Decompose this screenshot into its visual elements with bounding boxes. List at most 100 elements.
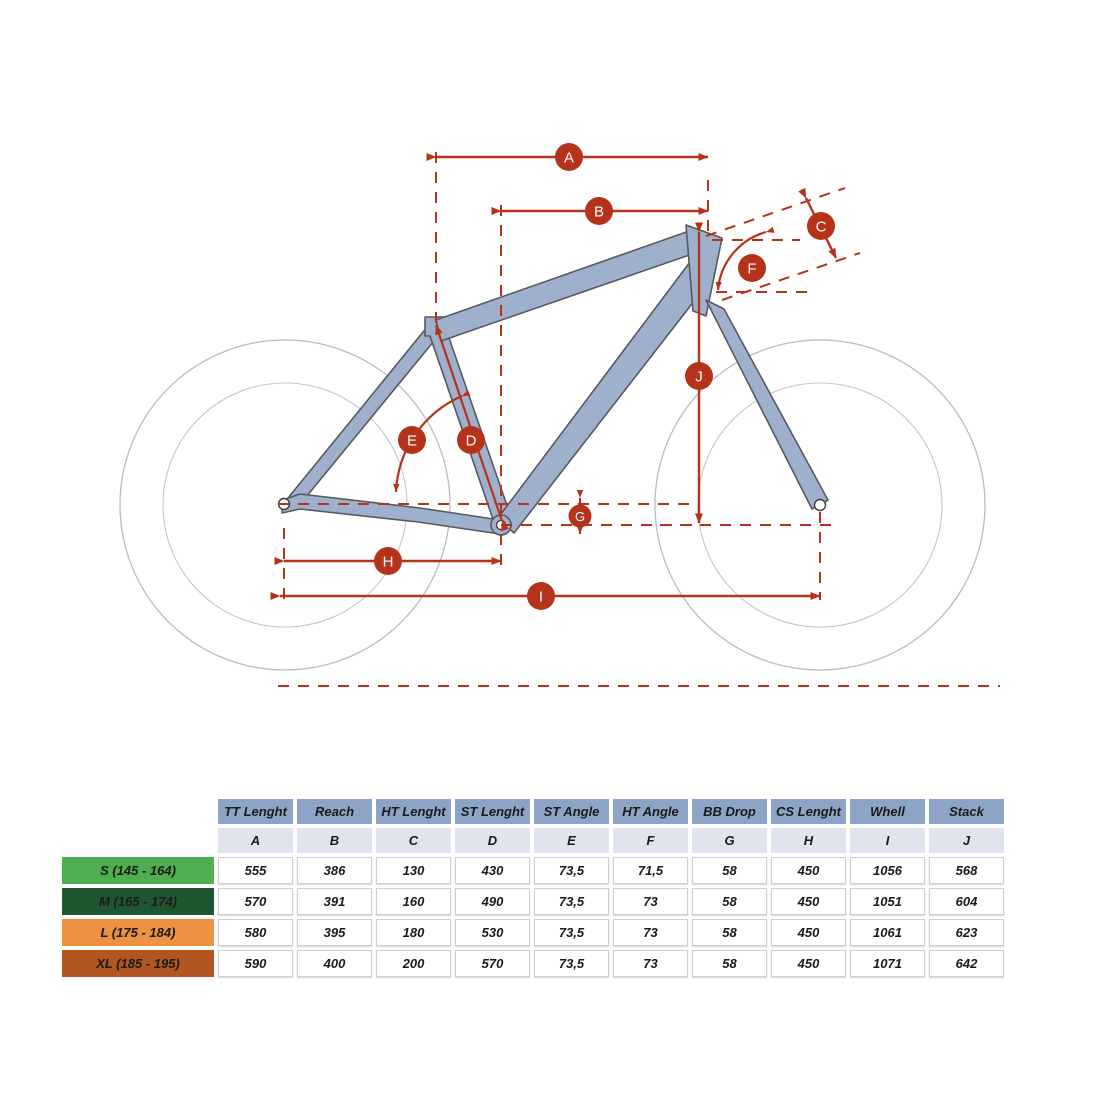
marker-j-badge xyxy=(685,362,713,390)
cell-j: 642 xyxy=(929,950,1004,977)
cell-j: 568 xyxy=(929,857,1004,884)
cell-a: 590 xyxy=(218,950,293,977)
column-header-f: HT Angle xyxy=(613,799,688,824)
marker-a-badge xyxy=(555,143,583,171)
column-header-i: Whell xyxy=(850,799,925,824)
column-letter-d: D xyxy=(455,828,530,853)
marker-g-badge xyxy=(568,504,592,528)
dimension-g-group: G xyxy=(568,490,592,534)
dimension-a-group: A xyxy=(426,143,709,171)
cell-c: 200 xyxy=(376,950,451,977)
cell-c: 180 xyxy=(376,919,451,946)
dimension-f-group: F xyxy=(715,226,775,291)
table-header-row: TT Lenght Reach HT Lenght ST Lenght ST Angle… xyxy=(62,799,1004,824)
cell-b: 395 xyxy=(297,919,372,946)
cell-h: 450 xyxy=(771,919,846,946)
column-letter-f: F xyxy=(613,828,688,853)
cell-e: 73,5 xyxy=(534,888,609,915)
cell-d: 430 xyxy=(455,857,530,884)
table-row: L (175 - 184) 580 395 180 530 73,5 73 58 450 1061… xyxy=(62,919,1004,946)
marker-i-badge xyxy=(527,582,555,610)
column-letter-e: E xyxy=(534,828,609,853)
cell-a: 555 xyxy=(218,857,293,884)
cell-b: 386 xyxy=(297,857,372,884)
cell-g: 58 xyxy=(692,888,767,915)
cell-i: 1056 xyxy=(850,857,925,884)
letter-spacer xyxy=(62,828,214,853)
cell-g: 58 xyxy=(692,857,767,884)
dimension-e-group: E xyxy=(393,389,471,493)
marker-d-label: D xyxy=(466,433,477,450)
dimension-c-group: C xyxy=(798,187,838,259)
marker-f-label: F xyxy=(747,261,756,278)
cell-a: 580 xyxy=(218,919,293,946)
cell-j: 623 xyxy=(929,919,1004,946)
geometry-table: TT Lenght Reach HT Lenght ST Lenght ST Angle… xyxy=(58,795,1008,981)
size-label: L (175 - 184) xyxy=(62,919,214,946)
size-label: M (165 - 174) xyxy=(62,888,214,915)
cell-g: 58 xyxy=(692,950,767,977)
cell-i: 1071 xyxy=(850,950,925,977)
cell-a: 570 xyxy=(218,888,293,915)
table-row: XL (185 - 195) 590 400 200 570 73,5 73 58 450 107… xyxy=(62,950,1004,977)
column-letter-a: A xyxy=(218,828,293,853)
marker-f-badge xyxy=(738,254,766,282)
column-header-g: BB Drop xyxy=(692,799,767,824)
marker-b-label: B xyxy=(594,204,604,221)
dimension-d-group: D xyxy=(434,324,509,532)
cell-c: 130 xyxy=(376,857,451,884)
cell-j: 604 xyxy=(929,888,1004,915)
dimension-j-group: J xyxy=(685,222,713,524)
marker-e-badge xyxy=(398,426,426,454)
column-header-d: ST Lenght xyxy=(455,799,530,824)
column-header-e: ST Angle xyxy=(534,799,609,824)
column-letter-g: G xyxy=(692,828,767,853)
column-header-b: Reach xyxy=(297,799,372,824)
marker-c-badge xyxy=(807,212,835,240)
cell-d: 570 xyxy=(455,950,530,977)
marker-e-label: E xyxy=(407,433,417,450)
column-letter-b: B xyxy=(297,828,372,853)
cell-c: 160 xyxy=(376,888,451,915)
cell-h: 450 xyxy=(771,857,846,884)
cell-e: 73,5 xyxy=(534,950,609,977)
cell-f: 73 xyxy=(613,888,688,915)
cell-b: 400 xyxy=(297,950,372,977)
table-row: S (145 - 164) 555 386 130 430 73,5 71,5 58 450 10… xyxy=(62,857,1004,884)
marker-i-label: I xyxy=(539,589,543,606)
column-letter-h: H xyxy=(771,828,846,853)
dimension-b-group: B xyxy=(491,197,709,225)
header-spacer xyxy=(62,799,214,824)
marker-b-badge xyxy=(585,197,613,225)
cell-d: 490 xyxy=(455,888,530,915)
construction-lines xyxy=(278,152,1000,687)
column-letter-j: J xyxy=(929,828,1004,853)
marker-h-badge xyxy=(374,547,402,575)
cell-h: 450 xyxy=(771,950,846,977)
column-header-h: CS Lenght xyxy=(771,799,846,824)
column-header-c: HT Lenght xyxy=(376,799,451,824)
table-row: M (165 - 174) 570 391 160 490 73,5 73 58 450 1051… xyxy=(62,888,1004,915)
cell-e: 73,5 xyxy=(534,919,609,946)
column-letter-c: C xyxy=(376,828,451,853)
cell-b: 391 xyxy=(297,888,372,915)
cell-d: 530 xyxy=(455,919,530,946)
cell-f: 73 xyxy=(613,919,688,946)
size-label: XL (185 - 195) xyxy=(62,950,214,977)
cell-f: 71,5 xyxy=(613,857,688,884)
cell-i: 1061 xyxy=(850,919,925,946)
marker-g-label: G xyxy=(575,509,585,524)
marker-a-label: A xyxy=(564,150,574,167)
dimension-h-group: H xyxy=(274,547,502,575)
column-header-a: TT Lenght xyxy=(218,799,293,824)
dimension-i-group: I xyxy=(270,582,821,610)
marker-h-label: H xyxy=(383,554,394,571)
column-header-j: Stack xyxy=(929,799,1004,824)
marker-c-label: C xyxy=(816,219,827,236)
marker-j-label: J xyxy=(695,369,703,386)
cell-i: 1051 xyxy=(850,888,925,915)
cell-f: 73 xyxy=(613,950,688,977)
cell-e: 73,5 xyxy=(534,857,609,884)
